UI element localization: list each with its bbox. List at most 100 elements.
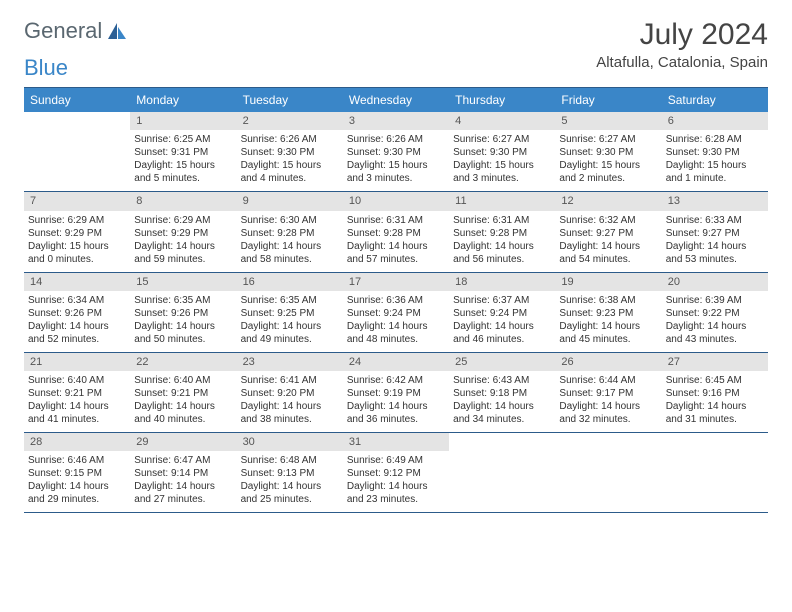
day-info-line: and 58 minutes. [241, 253, 339, 266]
day-cell: 25 Sunrise: 6:43 AMSunset: 9:18 PMDayligh… [449, 353, 555, 432]
day-number: 11 [449, 192, 555, 210]
day-number: 14 [24, 273, 130, 291]
day-info-line: Sunrise: 6:49 AM [347, 454, 445, 467]
day-info-line: Daylight: 14 hours [134, 400, 232, 413]
day-cell: 14Sunrise: 6:34 AMSunset: 9:26 PMDayligh… [24, 273, 130, 352]
month-title: July 2024 [596, 18, 768, 52]
week-row: 1Sunrise: 6:25 AMSunset: 9:31 PMDaylight… [24, 112, 768, 192]
day-cell: 16Sunrise: 6:35 AMSunset: 9:25 PMDayligh… [237, 273, 343, 352]
day-cell: 3Sunrise: 6:26 AMSunset: 9:30 PMDaylight… [343, 112, 449, 191]
week-row: 7 Sunrise: 6:29 AMSunset: 9:29 PM Daylight… [24, 192, 768, 272]
day-info-line: Sunset: 9:30 PM [666, 146, 764, 159]
day-cell: 18Sunrise: 6:37 AMSunset: 9:24 PMDayligh… [449, 273, 555, 352]
day-number: 7 [24, 192, 130, 210]
day-info-line: and 5 minutes. [134, 172, 232, 185]
day-number: 22 [130, 353, 236, 371]
weekday-wednesday: Wednesday [343, 88, 449, 112]
day-info-line: Sunrise: 6:29 AM [28, 214, 126, 227]
day-info-line: Sunset: 9:24 PM [453, 307, 551, 320]
day-info-line: Sunrise: 6:31 AM [347, 214, 445, 227]
day-cell: 22 Sunrise: 6:40 AMSunset: 9:21 PMDayligh… [130, 353, 236, 432]
day-cell: 2Sunrise: 6:26 AMSunset: 9:30 PMDaylight… [237, 112, 343, 191]
day-cell: 23Sunrise: 6:41 AMSunset: 9:20 PMDayligh… [237, 353, 343, 432]
day-info-line: and 52 minutes. [28, 333, 126, 346]
day-info-line: Sunset: 9:30 PM [453, 146, 551, 159]
day-cell: 30Sunrise: 6:48 AMSunset: 9:13 PMDayligh… [237, 433, 343, 512]
day-info-line: Sunrise: 6:45 AM [666, 374, 764, 387]
day-info-line: and 56 minutes. [453, 253, 551, 266]
day-info-line: Daylight: 15 hours [241, 159, 339, 172]
day-info-line: and 49 minutes. [241, 333, 339, 346]
day-info-line: Daylight: 14 hours [241, 320, 339, 333]
day-info-line: and 25 minutes. [241, 493, 339, 506]
logo: General [24, 18, 130, 44]
day-number: 25 [449, 353, 555, 371]
day-number: 13 [662, 192, 768, 210]
day-info-line: Daylight: 14 hours [241, 480, 339, 493]
day-info-line: Daylight: 14 hours [666, 400, 764, 413]
day-number: 2 [237, 112, 343, 130]
day-info-line: Sunset: 9:13 PM [241, 467, 339, 480]
day-number: 27 [662, 353, 768, 371]
day-info-line: Daylight: 15 hours [666, 159, 764, 172]
day-info-line: Daylight: 15 hours [453, 159, 551, 172]
day-info-line: Sunrise: 6:34 AM [28, 294, 126, 307]
day-info-line: Daylight: 14 hours [453, 400, 551, 413]
day-info-line: and 48 minutes. [347, 333, 445, 346]
day-info-line: Sunset: 9:23 PM [559, 307, 657, 320]
day-cell: 21Sunrise: 6:40 AMSunset: 9:21 PMDayligh… [24, 353, 130, 432]
day-info-line: Sunrise: 6:41 AM [241, 374, 339, 387]
day-info-line: Sunrise: 6:40 AM [134, 374, 232, 387]
day-info-line: Sunset: 9:18 PM [453, 387, 551, 400]
day-cell [24, 112, 130, 191]
day-info-line: Sunset: 9:19 PM [347, 387, 445, 400]
day-cell: 28Sunrise: 6:46 AMSunset: 9:15 PMDayligh… [24, 433, 130, 512]
week-row: 21Sunrise: 6:40 AMSunset: 9:21 PMDayligh… [24, 353, 768, 433]
day-number: 12 [555, 192, 661, 210]
day-number: 21 [24, 353, 130, 371]
calendar: Sunday Monday Tuesday Wednesday Thursday… [24, 87, 768, 513]
day-cell: 10Sunrise: 6:31 AMSunset: 9:28 PMDayligh… [343, 192, 449, 271]
weekday-thursday: Thursday [449, 88, 555, 112]
day-info-line: Sunset: 9:22 PM [666, 307, 764, 320]
day-number: 29 [130, 433, 236, 451]
day-cell: 9Sunrise: 6:30 AMSunset: 9:28 PMDaylight… [237, 192, 343, 271]
day-info-line: Daylight: 14 hours [241, 400, 339, 413]
day-info-line: Daylight: 15 hours [559, 159, 657, 172]
day-cell: 1Sunrise: 6:25 AMSunset: 9:31 PMDaylight… [130, 112, 236, 191]
day-number: 24 [343, 353, 449, 371]
day-info-line: Sunrise: 6:31 AM [453, 214, 551, 227]
day-info-line: Sunset: 9:30 PM [241, 146, 339, 159]
day-info-line: Sunset: 9:26 PM [134, 307, 232, 320]
day-info-line: and 4 minutes. [241, 172, 339, 185]
day-info-line: Sunset: 9:30 PM [559, 146, 657, 159]
day-info-line: and 29 minutes. [28, 493, 126, 506]
day-cell: 19Sunrise: 6:38 AMSunset: 9:23 PMDayligh… [555, 273, 661, 352]
weekday-monday: Monday [130, 88, 236, 112]
day-info-line: Daylight: 14 hours [347, 400, 445, 413]
day-info-line: Sunrise: 6:43 AM [453, 374, 551, 387]
weekday-saturday: Saturday [662, 88, 768, 112]
day-info-line: and 3 minutes. [453, 172, 551, 185]
day-info-line: Sunset: 9:14 PM [134, 467, 232, 480]
day-number: 10 [343, 192, 449, 210]
day-info-line: Sunrise: 6:35 AM [134, 294, 232, 307]
day-info-line: Sunrise: 6:42 AM [347, 374, 445, 387]
day-info-line: Sunset: 9:12 PM [347, 467, 445, 480]
day-number: 3 [343, 112, 449, 130]
day-number: 16 [237, 273, 343, 291]
day-number: 26 [555, 353, 661, 371]
day-info-line: Daylight: 14 hours [559, 240, 657, 253]
day-info-line: Sunset: 9:29 PM [28, 227, 126, 240]
logo-text-general: General [24, 18, 102, 44]
day-info-line: and 27 minutes. [134, 493, 232, 506]
day-info-line: and 40 minutes. [134, 413, 232, 426]
day-info-line: and 2 minutes. [559, 172, 657, 185]
day-info-line: Daylight: 14 hours [241, 240, 339, 253]
day-cell: 7Sunrise: 6:29 AMSunset: 9:29 PMDaylight… [24, 192, 130, 271]
day-info-line: and 32 minutes. [559, 413, 657, 426]
week-row: 28Sunrise: 6:46 AMSunset: 9:15 PMDayligh… [24, 433, 768, 513]
day-info-line: Daylight: 14 hours [347, 320, 445, 333]
day-info-line: and 43 minutes. [666, 333, 764, 346]
day-info-line: Sunset: 9:21 PM [134, 387, 232, 400]
